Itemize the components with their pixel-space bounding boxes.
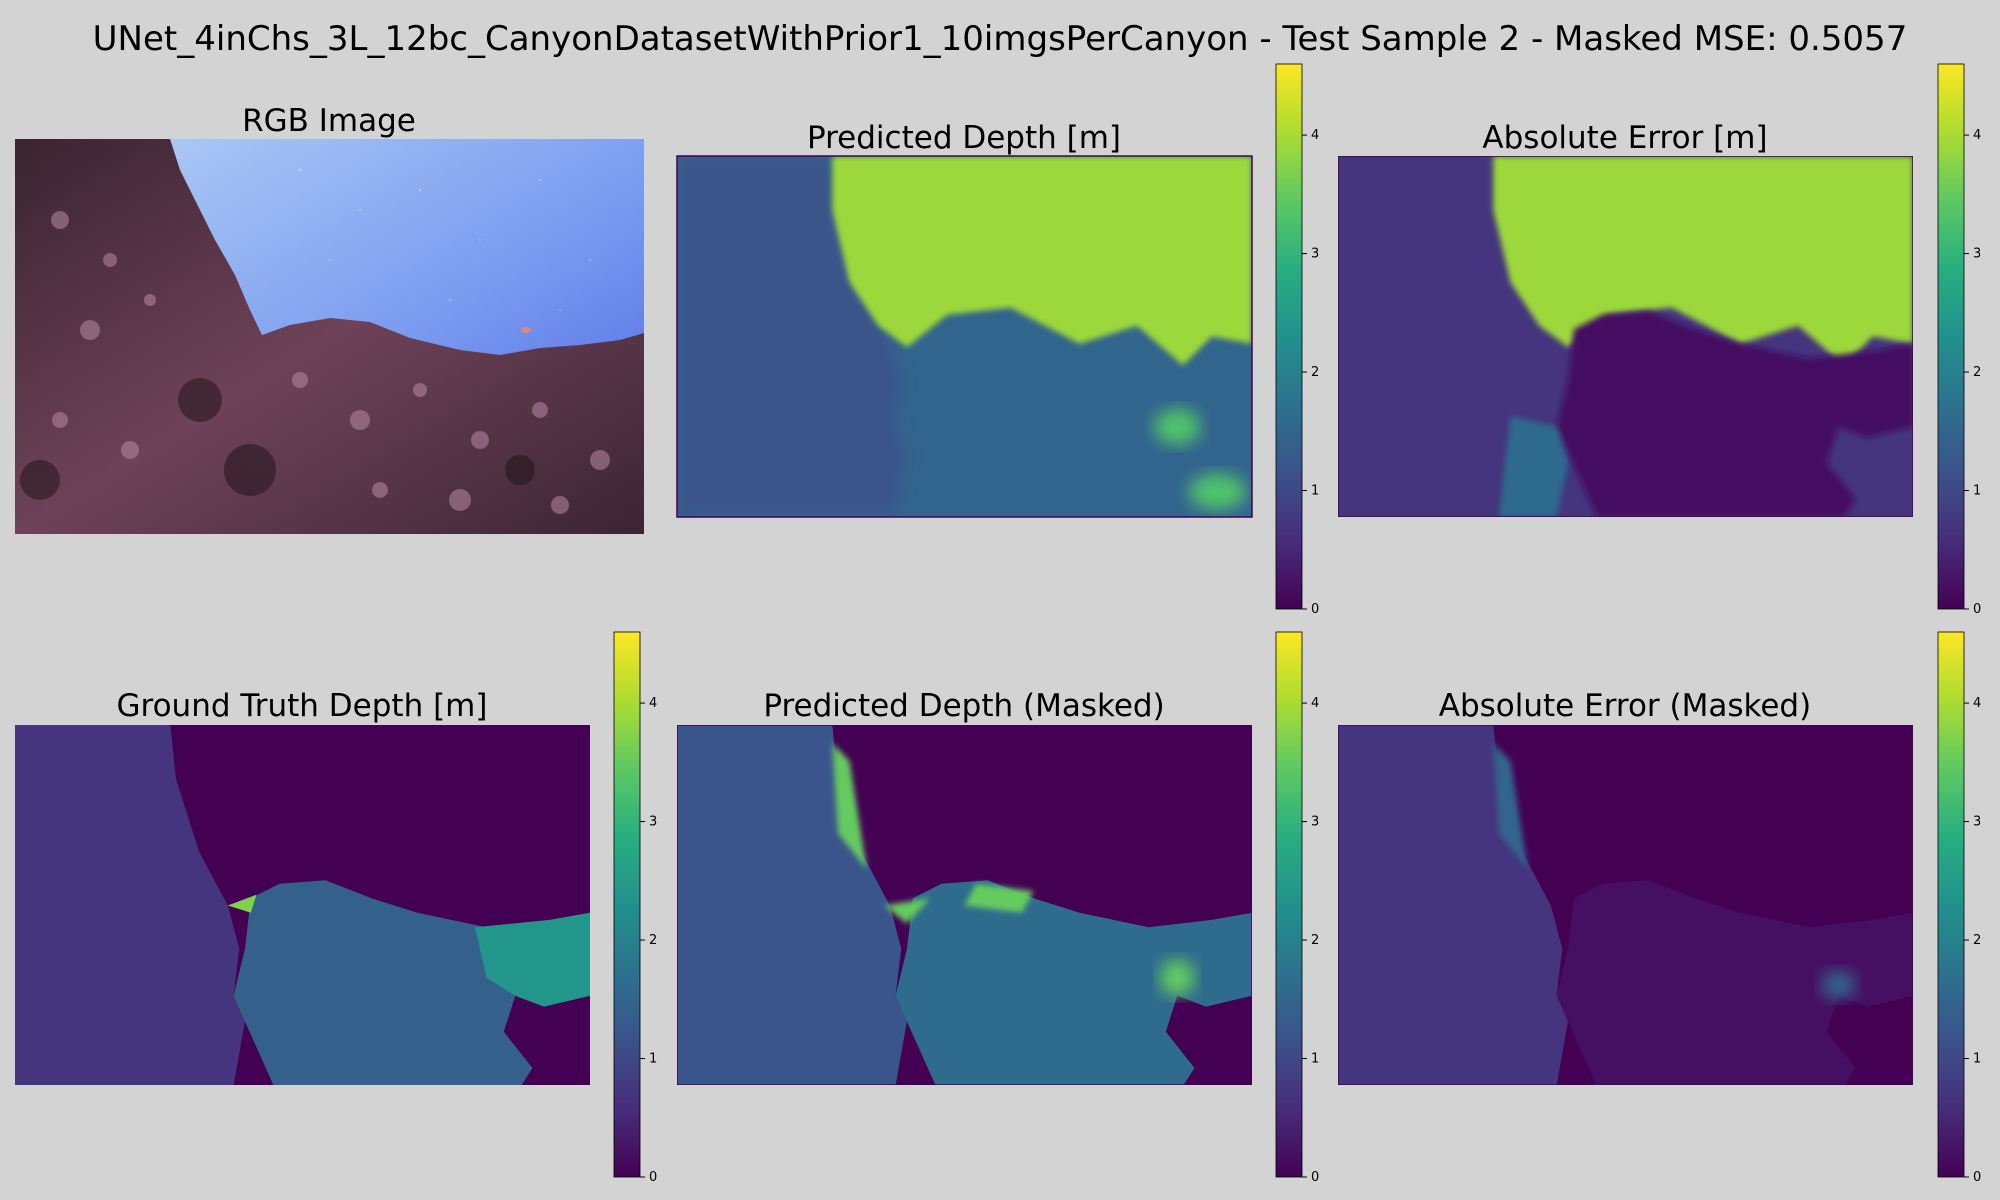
panel-pred-masked: Predicted Depth (Masked) xyxy=(677,688,1252,1085)
panel-err-masked: Absolute Error (Masked) xyxy=(1338,688,1913,1085)
pred-masked-center xyxy=(895,880,1252,1085)
pred-depth-left-rock xyxy=(677,156,907,517)
panel-pred-masked-title: Predicted Depth (Masked) xyxy=(763,688,1164,724)
panel-pred-depth-title: Predicted Depth [m] xyxy=(807,120,1121,156)
colorbar-gradient xyxy=(1937,63,1965,610)
colorbar-4: 0 1 2 3 4 xyxy=(1275,631,1319,1185)
gt-right-rock xyxy=(475,912,590,1007)
colorbar-2: 0 1 2 3 4 xyxy=(1937,63,1981,617)
abs-error-water xyxy=(1493,156,1913,366)
abs-error-center xyxy=(1556,311,1913,517)
colorbar-tick-label: 3 xyxy=(1973,247,1981,262)
colorbar-gradient xyxy=(1275,631,1303,1178)
colorbar-tick-label: 2 xyxy=(1311,933,1319,948)
colorbar-tick-label: 4 xyxy=(1311,128,1319,143)
pred-masked-heatmap xyxy=(677,725,1252,1085)
colorbar-5: 0 1 2 3 4 xyxy=(1937,631,1981,1185)
panel-gt-depth-title: Ground Truth Depth [m] xyxy=(117,688,488,724)
colorbar-tick-label: 3 xyxy=(1311,247,1319,262)
colorbar-tick-label: 4 xyxy=(1311,696,1319,711)
colorbar-tick-label: 0 xyxy=(1973,1170,1981,1185)
pred-masked-left xyxy=(677,725,907,1085)
pred-depth-heatmap xyxy=(677,156,1252,517)
colorbar-tick-label: 0 xyxy=(1973,602,1981,617)
gt-left-wall xyxy=(15,725,245,1085)
panel-pred-depth: Predicted Depth [m] xyxy=(676,120,1253,518)
abs-error-heatmap xyxy=(1338,156,1913,517)
pred-masked-edge-3 xyxy=(964,883,1034,913)
colorbar-tick-label: 1 xyxy=(1973,1052,1981,1067)
panel-gt-depth: Ground Truth Depth [m] xyxy=(15,688,590,1085)
colorbar-tick-label: 1 xyxy=(649,1052,657,1067)
rgb-panel: RGB Image xyxy=(15,103,644,534)
figure-title: UNet_4inChs_3L_12bc_CanyonDatasetWithPri… xyxy=(93,19,1908,59)
colorbar-gradient xyxy=(1937,631,1965,1178)
pred-depth-frame xyxy=(676,155,1253,518)
colorbar-tick-label: 0 xyxy=(649,1170,657,1185)
rgb-image xyxy=(15,139,644,534)
err-masked-center xyxy=(1556,880,1913,1085)
err-masked-spot xyxy=(1821,970,1856,1000)
colorbar-tick-label: 3 xyxy=(1311,815,1319,830)
colorbar-tick-label: 3 xyxy=(1973,815,1981,830)
colorbar-tick-label: 1 xyxy=(1311,484,1319,499)
rgb-panel-title: RGB Image xyxy=(242,103,416,139)
colorbar-tick-label: 2 xyxy=(649,933,657,948)
colorbar-1: 0 1 2 3 4 xyxy=(1275,63,1319,617)
pred-depth-spot-1 xyxy=(1154,408,1201,445)
colorbar-tick-label: 0 xyxy=(1311,602,1319,617)
abs-error-lower-left xyxy=(1499,415,1568,517)
colorbar-3: 0 1 2 3 4 xyxy=(613,631,657,1185)
err-masked-heatmap xyxy=(1338,725,1913,1085)
pred-masked-edge-2 xyxy=(884,898,930,924)
panel-err-masked-title: Absolute Error (Masked) xyxy=(1439,688,1811,724)
err-masked-left xyxy=(1338,725,1568,1085)
colorbar-tick-label: 4 xyxy=(1973,128,1981,143)
colorbar-tick-label: 1 xyxy=(1311,1052,1319,1067)
colorbar-tick-label: 2 xyxy=(1973,365,1981,380)
err-masked-edge xyxy=(1493,743,1528,870)
panel-abs-error: Absolute Error [m] xyxy=(1338,120,1913,517)
colorbar-tick-label: 4 xyxy=(1973,696,1981,711)
colorbar-tick-label: 3 xyxy=(649,815,657,830)
gt-edge xyxy=(227,894,257,913)
panel-abs-error-title: Absolute Error [m] xyxy=(1482,120,1767,156)
colorbar-tick-label: 2 xyxy=(1311,365,1319,380)
pred-depth-water xyxy=(832,156,1252,366)
pred-masked-spot xyxy=(1160,959,1195,996)
colorbar-tick-label: 0 xyxy=(1311,1170,1319,1185)
colorbar-tick-label: 4 xyxy=(649,696,657,711)
colorbar-tick-label: 2 xyxy=(1973,933,1981,948)
colorbar-gradient xyxy=(613,631,641,1178)
colorbars: 0 1 2 3 4 0 1 2 3 4 0 1 2 3 4 0 1 2 3 4 0 1 2 3 4 xyxy=(613,63,1981,1185)
pred-masked-edge-1 xyxy=(832,743,867,870)
pred-depth-spot-2 xyxy=(1188,473,1247,510)
colorbar-gradient xyxy=(1275,63,1303,610)
colorbar-tick-label: 1 xyxy=(1973,484,1981,499)
gt-depth-heatmap xyxy=(15,725,590,1085)
